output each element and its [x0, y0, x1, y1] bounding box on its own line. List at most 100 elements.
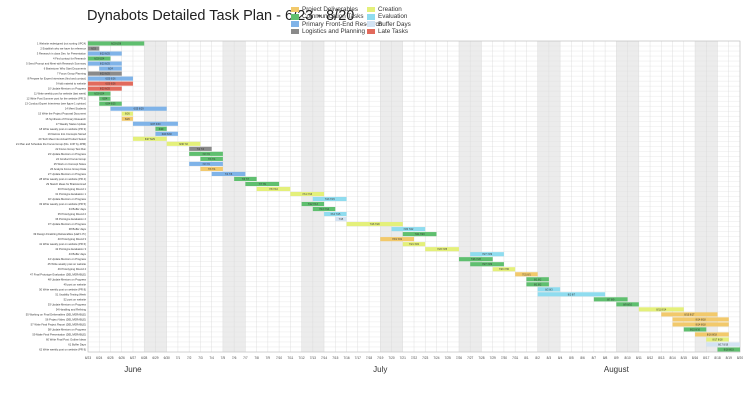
task-bar-label: 8/9 8/10 — [623, 303, 632, 306]
x-tick-label: 6/28 — [141, 356, 147, 360]
legend-label: Creation — [378, 6, 402, 14]
task-bar — [492, 267, 516, 272]
task-bar — [515, 272, 538, 277]
legend-label: Buffer Days — [378, 20, 411, 28]
task-bar — [88, 91, 111, 96]
task-name: 56 Project Video (DELIVERABLE) — [45, 317, 86, 321]
x-tick-label: 8/18 — [714, 356, 720, 360]
task-name: 51 Usability Testing Week — [55, 292, 86, 296]
task-bar-label: 6/23 6/25 — [100, 88, 111, 91]
task-bar — [706, 337, 729, 342]
x-tick-label: 8/13 — [658, 356, 664, 360]
task-bar — [683, 327, 707, 332]
task-bar — [301, 201, 325, 207]
x-tick-label: 8/2 — [535, 356, 540, 360]
x-tick-label: 7/1 — [176, 356, 181, 360]
task-name: 58 Update Mentors on Progress — [48, 327, 87, 331]
task-bar-label: 6/23 — [91, 48, 96, 51]
task-name: 44 Update Mentors on Progress — [48, 257, 87, 261]
task-bar-label: 7/2 7/4 — [202, 163, 210, 166]
legend-label: Communication Tasks — [302, 13, 364, 21]
task-bar — [458, 257, 493, 262]
task-name: 41 Write weekly post on website (PR 6) — [39, 242, 86, 246]
legend-swatch — [367, 14, 375, 20]
x-tick-label: 7/27 — [467, 356, 473, 360]
x-tick-label: 8/17 — [703, 356, 709, 360]
task-bar-label: 7/4 7/6 — [225, 173, 233, 176]
task-bar-label: 7/13 7/15 — [325, 198, 336, 201]
task-bar — [88, 81, 133, 86]
task-bar-label: 7/13 7/14 — [319, 208, 330, 211]
task-name: 24 Conduct Focus Group — [56, 157, 87, 161]
month-label: June — [124, 365, 142, 374]
task-name: 19 Narrow Into Concepts Stored — [48, 132, 87, 136]
task-bar-label: 6/29 — [159, 128, 164, 131]
legend-item: Logistics and Planning — [291, 28, 382, 35]
x-tick-label: 8/8 — [603, 356, 608, 360]
task-bar-label: 8/14 8/18 — [696, 323, 707, 326]
x-tick-label: 7/22 — [411, 356, 417, 360]
task-name: 7 Focus Group Planning — [57, 72, 86, 76]
task-name: 53 Update Mentors on Progress — [48, 302, 87, 306]
task-name: 35 Prototyping Round 2 — [58, 212, 87, 216]
task-name: 14 Meet Students — [65, 107, 87, 111]
legend-swatch — [291, 21, 299, 27]
x-tick-label: 7/4 — [209, 356, 214, 360]
task-bar — [695, 332, 729, 337]
plot-border — [87, 40, 741, 353]
task-bar — [88, 61, 122, 66]
task-bar-label: 7/6 7/7 — [242, 178, 250, 181]
task-bar — [391, 227, 426, 232]
task-bar — [200, 156, 223, 161]
task-bar — [99, 101, 122, 106]
x-tick-label: 8/9 — [614, 356, 619, 360]
x-tick-label: 8/16 — [692, 356, 698, 360]
task-bar-label: 8/7 8/9 — [607, 298, 615, 301]
task-name: 31 Prototype Evaluation 1 — [55, 192, 86, 196]
task-bar-label: 8/2 8/7 — [568, 293, 576, 296]
task-bar — [638, 307, 684, 312]
legend-item: Communication Tasks — [291, 13, 382, 20]
legend-swatch — [367, 6, 375, 13]
legend-swatch — [291, 28, 299, 35]
task-name: 27 Update Mentors on Progress — [48, 172, 87, 176]
legend-item: Primary Front-End Research — [291, 21, 382, 28]
task-bar-label: 7/31 8/1 — [522, 273, 531, 276]
task-name: 9 Add material to website — [56, 82, 87, 86]
task-name: 18 Write weekly post on website (PR 3) — [39, 127, 86, 131]
x-tick-label: 7/21 — [400, 356, 406, 360]
task-name: 59 Make Final Presentation (DELIVERABLE) — [32, 332, 86, 336]
task-bar — [88, 51, 122, 56]
task-bar-label: 6/23 6/24 — [94, 58, 105, 61]
task-bar-label: 6/26 — [125, 118, 130, 121]
x-tick-label: 7/11 — [287, 356, 293, 360]
task-name: 15 Write the Project Proposal Document — [38, 112, 86, 116]
task-name: 22 Focus Group Test Run — [55, 147, 86, 151]
task-bar — [335, 217, 347, 222]
task-bar-label: 7/20 7/22 — [403, 228, 414, 231]
task-bar — [99, 96, 111, 101]
task-bar-label: 8/1 8/2 — [534, 283, 542, 286]
task-bar-label: 6/23 6/26 — [105, 78, 116, 81]
task-bar-label: 6/26 — [125, 113, 130, 116]
task-name: 34 Buffer days — [69, 207, 87, 211]
x-tick-label: 7/13 — [310, 356, 316, 360]
month-label: August — [604, 365, 630, 374]
x-tick-label: 6/29 — [152, 356, 158, 360]
task-bar — [132, 136, 167, 141]
task-bar — [346, 222, 403, 227]
task-name: 10 Update Mentors on Progress — [48, 87, 87, 91]
task-bar-label: 7/2 7/4 — [202, 153, 210, 156]
task-name: 11 Write weekly post for website (last w… — [34, 92, 86, 96]
task-bar — [88, 56, 111, 61]
legend-swatch — [291, 14, 299, 20]
task-bar-label: 7/7 7/9 — [259, 183, 267, 186]
task-name: 61 Buffer Days — [68, 342, 86, 346]
legend-swatch — [291, 6, 299, 13]
task-bar — [88, 41, 145, 46]
x-tick-label: 7/10 — [276, 356, 282, 360]
x-tick-label: 8/10 — [624, 356, 630, 360]
task-bar — [155, 131, 178, 136]
task-bar — [537, 292, 606, 297]
task-name: 52 post on website — [64, 297, 87, 301]
